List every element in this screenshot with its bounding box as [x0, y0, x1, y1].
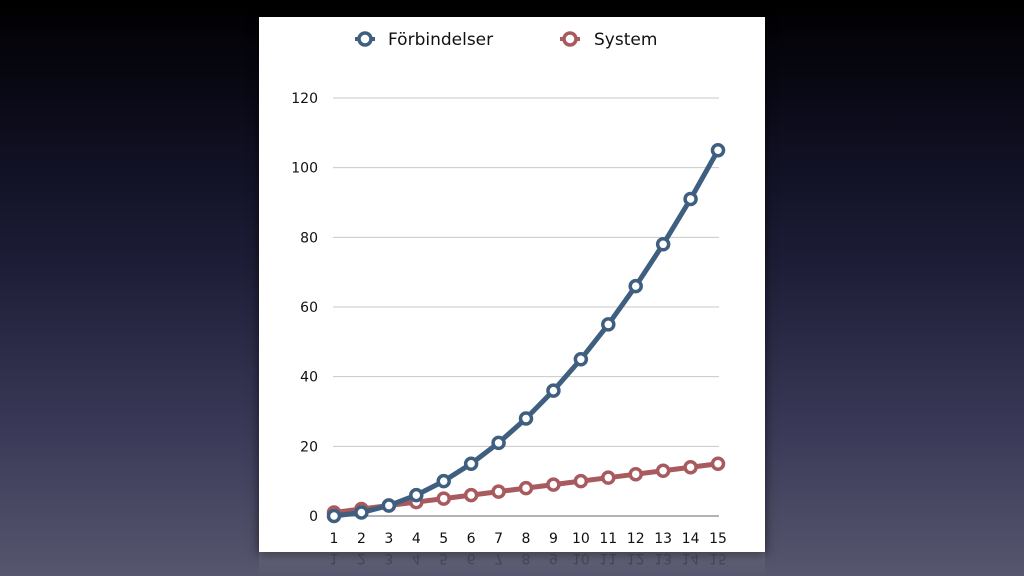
x-tick-label: 4: [412, 531, 421, 547]
y-tick-label: 20: [300, 439, 318, 455]
legend-marker: [562, 31, 578, 47]
x-tick-label: 14: [682, 531, 700, 547]
y-tick-label: 40: [300, 370, 318, 386]
x-tick-label: 7: [494, 531, 503, 547]
x-axis-ticks: 1 2 3 4 5 6 7 8 9 10 11 12 13 14 15: [330, 531, 727, 547]
data-point: [436, 473, 451, 489]
x-tick-label-reflection: 8: [522, 552, 531, 566]
data-point: [546, 383, 561, 398]
legend-label: System: [594, 30, 657, 50]
x-tick-label: 2: [357, 531, 366, 547]
data-point: [354, 505, 369, 520]
x-tick-label-reflection: 1: [330, 552, 339, 566]
x-tick-label: 15: [709, 531, 727, 547]
legend: Förbindelser System: [355, 30, 657, 50]
data-point: [381, 498, 397, 513]
data-point: [601, 317, 616, 332]
y-tick-label: 0: [309, 509, 318, 525]
grid-lines: [333, 97, 719, 517]
data-point: [573, 473, 589, 489]
data-point: [683, 459, 698, 475]
data-point: [628, 278, 643, 294]
x-tick-label: 11: [599, 531, 617, 547]
legend-marker: [357, 31, 373, 47]
y-tick-label: 80: [300, 230, 318, 246]
x-tick-label: 10: [572, 531, 590, 547]
data-point: [491, 484, 506, 499]
y-tick-label: 120: [291, 91, 318, 107]
x-tick-label: 9: [549, 531, 558, 547]
reflection-tick-labels: 1 2 3 4 5 6 7 8 9 10 11 12 13 14 15: [330, 552, 727, 566]
x-tick-label: 6: [467, 531, 476, 547]
x-tick-label: 12: [627, 531, 645, 547]
data-point: [655, 237, 671, 252]
y-tick-label: 100: [291, 161, 318, 177]
x-tick-label-reflection: 14: [682, 552, 700, 566]
data-point: [463, 456, 479, 471]
y-tick-label: 60: [300, 300, 318, 316]
x-tick-label-reflection: 5: [439, 552, 448, 566]
x-tick-label: 8: [522, 531, 531, 547]
x-tick-label: 1: [330, 531, 339, 547]
legend-label: Förbindelser: [388, 30, 493, 50]
data-point: [518, 411, 534, 426]
x-tick-label-reflection: 6: [467, 552, 476, 566]
data-point: [463, 487, 479, 503]
data-point: [409, 487, 424, 503]
x-tick-label-reflection: 11: [599, 552, 617, 566]
data-point: [628, 466, 643, 482]
series-layer: [326, 143, 726, 524]
series-line: [331, 147, 721, 519]
x-tick-label-reflection: 7: [494, 552, 503, 566]
x-tick-label: 13: [654, 531, 672, 547]
x-tick-label-reflection: 12: [627, 552, 645, 566]
data-point: [491, 435, 506, 451]
data-point: [710, 456, 726, 471]
x-tick-label: 5: [439, 531, 448, 547]
x-tick-label-reflection: 9: [549, 552, 558, 566]
data-point: [436, 491, 451, 506]
x-tick-label-reflection: 15: [709, 552, 727, 566]
data-point: [710, 143, 726, 158]
x-tick-label-reflection: 10: [572, 552, 590, 566]
x-tick-label: 3: [384, 531, 393, 547]
x-tick-label-reflection: 2: [357, 552, 366, 566]
data-point: [655, 463, 671, 478]
data-point: [573, 352, 589, 367]
data-point: [546, 477, 561, 492]
slide-reflection: 1 2 3 4 5 6 7 8 9 10 11 12 13 14 15: [259, 552, 765, 576]
data-point: [601, 470, 616, 485]
data-point: [326, 508, 342, 524]
x-tick-label-reflection: 4: [412, 552, 421, 566]
y-axis-ticks: 0 20 40 60 80 100 120: [291, 91, 318, 525]
x-tick-label-reflection: 3: [384, 552, 393, 566]
data-point: [518, 480, 534, 496]
x-tick-label-reflection: 13: [654, 552, 672, 566]
data-point: [683, 191, 698, 207]
